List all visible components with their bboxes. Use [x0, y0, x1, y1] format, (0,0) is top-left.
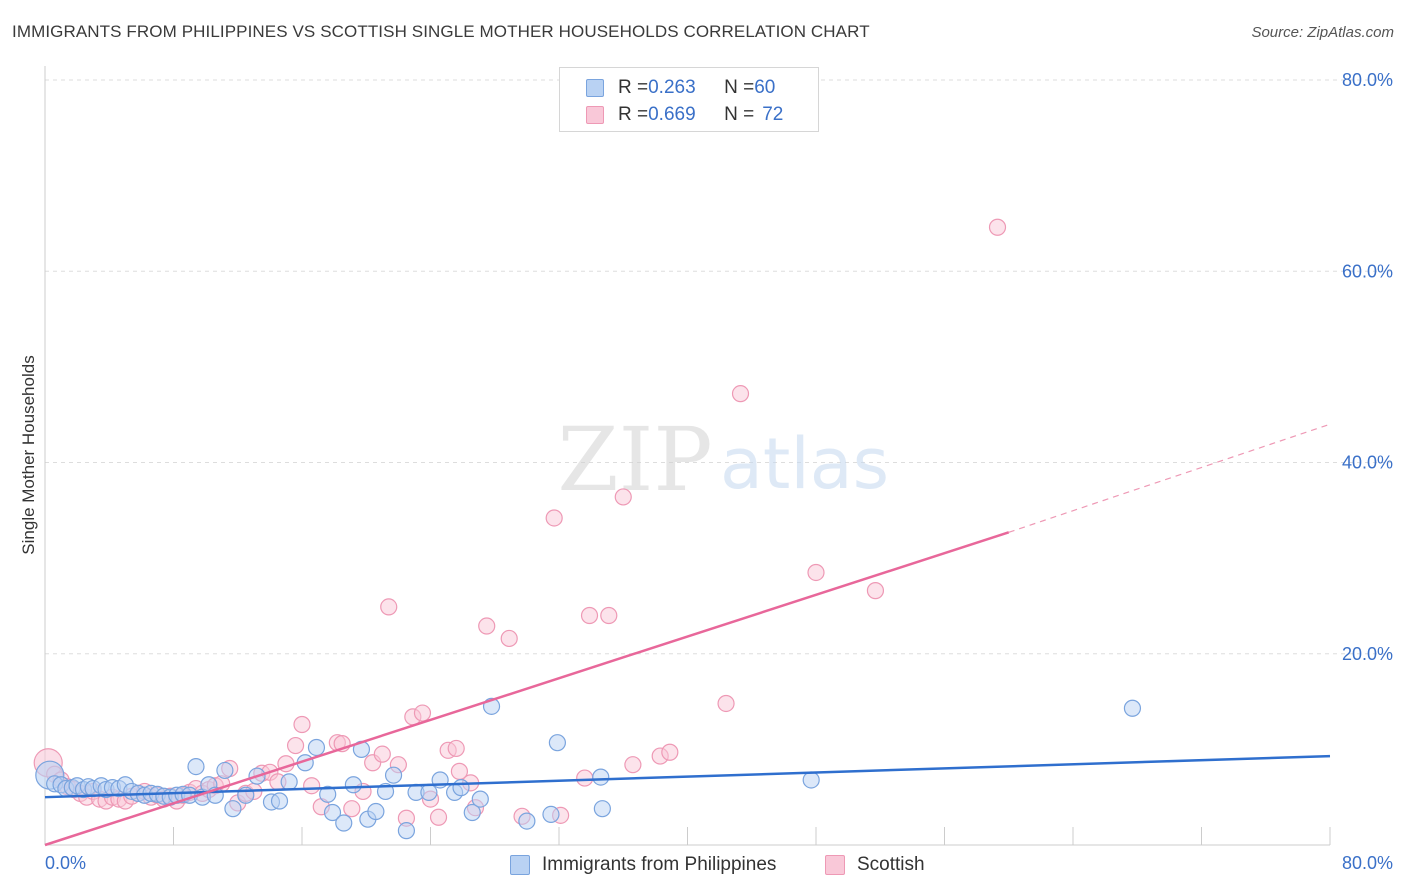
scottish-point	[500, 629, 518, 648]
tick-labels: 20.0% 40.0% 60.0% 80.0% 0.0% 80.0%	[45, 70, 1393, 873]
x-tick-label: 80.0%	[1342, 853, 1393, 873]
bottom-legend-label: Scottish	[857, 854, 925, 875]
philippines-point	[384, 766, 403, 784]
x-tick-label: 0.0%	[45, 853, 86, 873]
legend-r-value: 0.669	[648, 104, 696, 125]
philippines-point	[323, 803, 342, 822]
bottom-legend-philippines: Immigrants from Philippines	[510, 852, 776, 878]
scottish-point	[866, 582, 885, 600]
philippines-point	[397, 822, 416, 840]
chart-source: Source: ZipAtlas.com	[1251, 24, 1394, 41]
philippines-point	[592, 768, 610, 786]
y-tick-label: 20.0%	[1342, 644, 1393, 664]
philippines-point	[1123, 699, 1142, 717]
legend-row-philippines: R = 0.263 N = 60	[586, 76, 775, 100]
scottish-point	[478, 617, 496, 635]
scottish-point	[988, 218, 1007, 236]
y-tick-label: 40.0%	[1342, 453, 1393, 473]
watermark-zip: ZIP	[557, 408, 712, 511]
scottish-point	[576, 769, 594, 787]
scottish-point	[429, 808, 448, 826]
scottish-point	[293, 715, 311, 734]
scottish-point	[807, 563, 825, 582]
scottish-point	[717, 694, 735, 713]
philippines-point	[270, 792, 289, 810]
philippines-point	[280, 773, 298, 791]
grid-lines	[45, 79, 1392, 655]
scottish-trend-extension	[1008, 423, 1331, 533]
philippines-point	[224, 800, 242, 818]
philippines-point	[307, 738, 326, 757]
philippines-point	[802, 771, 820, 789]
legend-n-label: N =	[724, 104, 755, 125]
philippines-point	[420, 783, 438, 802]
bottom-legend-swatch-blue	[510, 855, 530, 875]
philippines-trend-line	[44, 754, 1331, 799]
legend-row-scottish: R = 0.669 N = 72	[586, 103, 783, 127]
scottish-point	[624, 756, 642, 774]
bottom-legend-scottish: Scottish	[825, 852, 925, 878]
scottish-point	[373, 745, 391, 763]
philippines-point	[216, 761, 234, 780]
scottish-point	[600, 606, 618, 625]
legend-n-label: N =	[724, 77, 755, 98]
legend-r-label: R =	[618, 104, 649, 125]
philippines-point	[319, 785, 337, 803]
scottish-point	[731, 385, 750, 403]
philippines-point	[335, 814, 353, 832]
scottish-trend-line	[44, 531, 1010, 847]
scottish-point	[545, 509, 563, 527]
philippines-point	[471, 790, 489, 808]
legend-r-label: R =	[618, 77, 649, 98]
legend-swatch-blue	[586, 79, 604, 97]
correlation-legend: R = 0.263 N = 60 R = 0.669 N = 72	[559, 67, 819, 132]
chart-title: IMMIGRANTS FROM PHILIPPINES VS SCOTTISH …	[12, 22, 870, 41]
scottish-point	[303, 777, 321, 795]
bottom-legend-swatch-pink	[825, 855, 845, 875]
legend-n-value: 60	[754, 77, 776, 98]
philippines-point	[593, 800, 611, 818]
philippines-point	[463, 803, 481, 822]
y-tick-label: 80.0%	[1342, 70, 1393, 90]
legend-swatch-pink	[586, 106, 604, 124]
scottish-point	[580, 606, 599, 625]
scottish-point	[447, 739, 465, 758]
legend-n-value: 72	[762, 104, 784, 125]
scottish-point	[343, 800, 361, 818]
bottom-legend-label: Immigrants from Philippines	[542, 854, 777, 875]
trend-lines	[44, 423, 1331, 847]
watermark-atlas: atlas	[720, 423, 889, 505]
scottish-point	[380, 598, 398, 616]
philippines-point	[548, 734, 566, 752]
legend-r-value: 0.263	[648, 77, 696, 98]
philippines-point	[344, 776, 362, 794]
philippines-point	[452, 779, 470, 797]
axes	[44, 66, 1331, 846]
scottish-point	[614, 488, 632, 506]
scottish-point	[661, 743, 679, 761]
scottish-point	[286, 736, 305, 755]
scottish-points	[33, 218, 1007, 827]
philippines-point	[187, 757, 205, 776]
watermark: ZIP atlas	[557, 408, 889, 511]
philippines-point	[542, 805, 560, 824]
y-tick-label: 60.0%	[1342, 261, 1393, 281]
philippines-point	[518, 812, 536, 830]
scottish-point	[413, 704, 432, 722]
philippines-point	[367, 802, 385, 821]
